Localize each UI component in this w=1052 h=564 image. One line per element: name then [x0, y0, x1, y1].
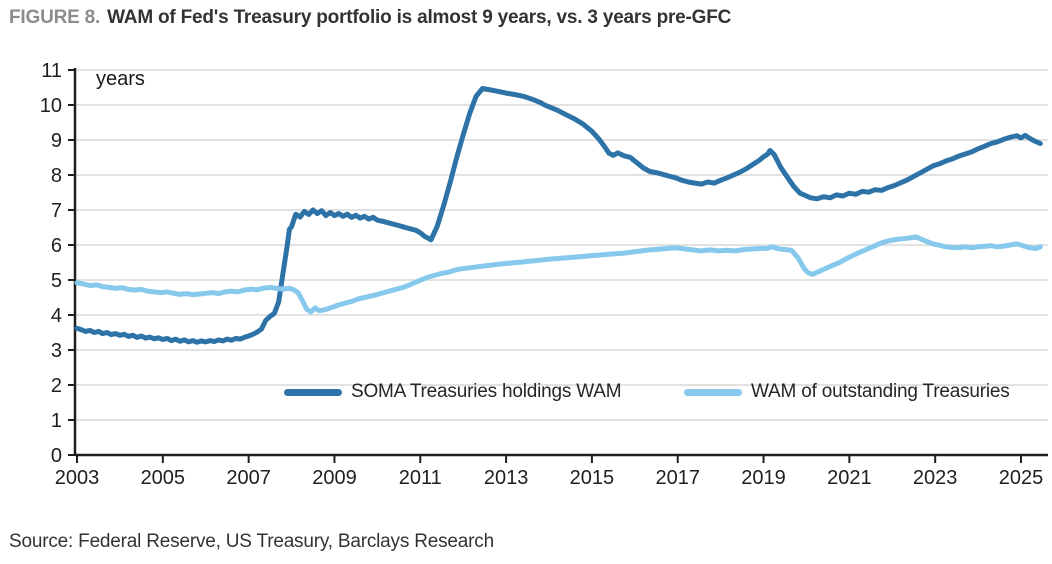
y-axis: 0 1 2 3 4 5 6 7 8 9 10 11 — [40, 60, 77, 467]
svg-text:0: 0 — [51, 445, 62, 467]
svg-text:6: 6 — [51, 235, 62, 257]
svg-text:2017: 2017 — [655, 467, 700, 489]
x-axis: 2003 2005 2007 2009 2011 2013 2015 2017 2019 2021… — [55, 453, 1048, 489]
svg-text:2003: 2003 — [55, 467, 100, 489]
legend-item-soma: SOMA Treasuries holdings WAM — [284, 381, 622, 402]
outstanding-line-swatch — [684, 388, 742, 396]
svg-text:2025: 2025 — [999, 467, 1044, 489]
svg-text:11: 11 — [41, 60, 62, 82]
series-lines — [74, 86, 1043, 345]
soma-line-swatch — [284, 388, 342, 396]
svg-text:2009: 2009 — [312, 467, 357, 489]
legend-label-outstanding: WAM of outstanding Treasuries — [751, 381, 1010, 402]
svg-text:2: 2 — [51, 375, 62, 397]
svg-text:2019: 2019 — [741, 467, 786, 489]
svg-text:3: 3 — [51, 340, 62, 362]
legend-item-outstanding: WAM of outstanding Treasuries — [684, 381, 1010, 402]
svg-text:2023: 2023 — [913, 467, 958, 489]
svg-text:2011: 2011 — [399, 467, 442, 489]
figure-title: FIGURE 8. WAM of Fed's Treasury portfolio… — [9, 7, 731, 29]
legend-label-soma: SOMA Treasuries holdings WAM — [351, 381, 622, 402]
svg-text:2015: 2015 — [570, 467, 615, 489]
svg-text:8: 8 — [51, 165, 62, 187]
figure-number-label: FIGURE 8. — [9, 7, 101, 28]
svg-text:2005: 2005 — [141, 467, 186, 489]
svg-text:9: 9 — [51, 130, 62, 152]
svg-text:1: 1 — [51, 410, 62, 432]
figure-title-text: WAM of Fed's Treasury portfolio is almos… — [107, 7, 732, 28]
source-text: Source: Federal Reserve, US Treasury, Ba… — [9, 531, 494, 552]
svg-text:2021: 2021 — [827, 467, 872, 489]
gridlines — [75, 69, 1048, 421]
svg-text:5: 5 — [51, 270, 62, 292]
svg-text:7: 7 — [51, 200, 62, 222]
svg-text:2013: 2013 — [484, 467, 529, 489]
svg-text:10: 10 — [40, 95, 62, 117]
svg-text:4: 4 — [51, 305, 62, 327]
y-axis-unit-label: years — [96, 68, 145, 90]
svg-text:2007: 2007 — [226, 467, 271, 489]
